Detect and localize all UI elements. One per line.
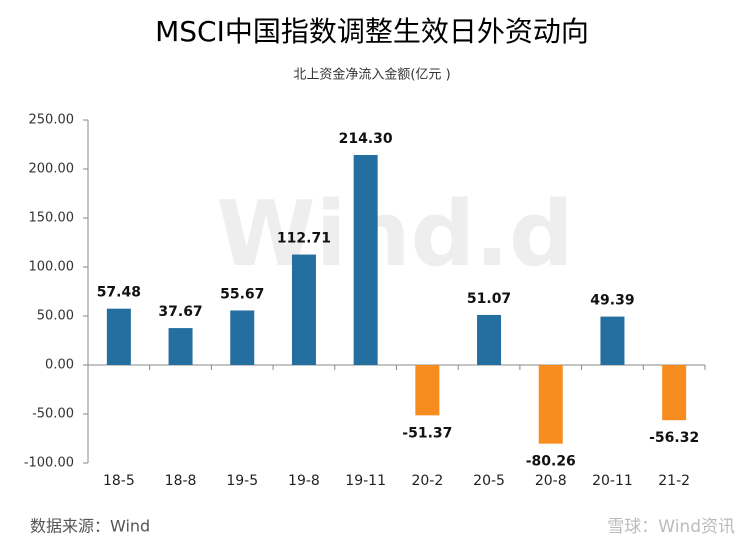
value-label: -56.32 [649, 430, 699, 446]
y-tick-label: 250.00 [29, 113, 75, 128]
chart-subtitle: 北上资金净流入金额(亿元 ) [293, 67, 450, 83]
value-label: 37.67 [158, 304, 202, 320]
x-tick-label: 18-8 [165, 473, 197, 489]
x-tick-label: 19-5 [226, 473, 258, 489]
x-tick-label: 21-2 [658, 473, 690, 489]
bar [106, 308, 131, 365]
bar [415, 365, 440, 416]
y-tick-label: -50.00 [32, 407, 74, 422]
value-label: 49.39 [590, 293, 634, 309]
y-tick-label: 50.00 [37, 309, 74, 324]
bar [662, 365, 687, 421]
x-tick-label: 20-5 [473, 473, 505, 489]
watermark: Wind.d [216, 182, 573, 287]
x-tick-label: 19-11 [345, 473, 386, 489]
y-tick-label: -100.00 [24, 456, 74, 471]
x-tick-label: 20-2 [411, 473, 443, 489]
value-label: -51.37 [402, 425, 452, 441]
bar [477, 314, 502, 365]
y-tick-label: 100.00 [29, 260, 75, 275]
value-label: 112.71 [277, 231, 331, 247]
x-tick-label: 20-11 [592, 473, 633, 489]
chart-title: MSCI中国指数调整生效日外资动向 [155, 15, 589, 48]
bar [538, 365, 563, 444]
value-label: 57.48 [97, 285, 141, 301]
y-tick-label: 200.00 [29, 162, 75, 177]
bar [353, 154, 378, 365]
bar [600, 316, 625, 365]
value-label: 55.67 [220, 286, 264, 302]
y-tick-label: 150.00 [29, 211, 75, 226]
y-tick-label: 0.00 [45, 358, 74, 373]
x-tick-label: 19-8 [288, 473, 320, 489]
source: 数据来源：Wind [30, 517, 150, 536]
value-label: 51.07 [467, 291, 511, 307]
bar [291, 254, 316, 365]
x-tick-label: 18-5 [103, 473, 135, 489]
x-tick-label: 20-8 [535, 473, 567, 489]
value-label: -80.26 [526, 454, 576, 470]
bar [230, 310, 255, 365]
value-label: 214.30 [339, 131, 393, 147]
footer-logo: 雪球：Wind资讯 [607, 517, 735, 537]
bar [168, 328, 193, 365]
